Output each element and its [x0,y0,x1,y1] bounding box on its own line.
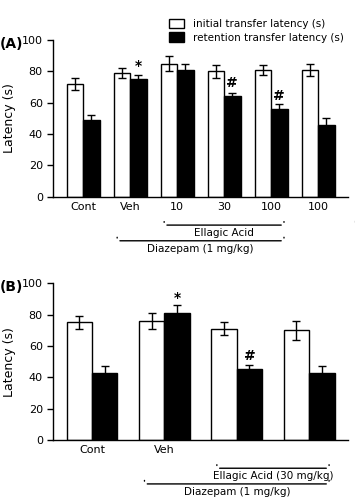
Text: (B): (B) [0,280,23,294]
Y-axis label: Latency (s): Latency (s) [3,84,16,154]
Bar [67,322,92,440]
Bar [164,313,190,440]
Bar [212,328,237,440]
Text: Diazepam (1 mg/kg): Diazepam (1 mg/kg) [184,487,290,497]
Bar [284,330,309,440]
Bar [83,120,99,197]
Bar [271,109,288,197]
Text: Ellagic Acid (30 mg/kg): Ellagic Acid (30 mg/kg) [213,472,333,482]
Bar [92,372,117,440]
Bar [139,321,164,440]
Bar [67,84,83,197]
Text: #: # [226,76,238,90]
Legend: initial transfer latency (s), retention transfer latency (s): initial transfer latency (s), retention … [166,17,346,44]
Text: Diazepam (1 mg/kg): Diazepam (1 mg/kg) [147,244,254,254]
Bar [237,370,262,440]
Y-axis label: Latency (s): Latency (s) [3,326,16,396]
Bar [224,96,241,197]
Bar [114,73,130,197]
Bar [309,372,334,440]
Bar [318,124,334,197]
Bar [302,70,318,197]
Text: #: # [273,88,285,102]
Bar [177,70,193,197]
Text: Ellagic Acid: Ellagic Acid [194,228,254,238]
Text: *: * [174,291,181,305]
Text: (mg/kg): (mg/kg) [353,218,355,228]
Bar [160,64,177,197]
Text: #: # [244,349,255,363]
Text: (A): (A) [0,37,24,51]
Bar [255,70,271,197]
Bar [208,72,224,197]
Text: *: * [135,59,142,73]
Bar [130,79,147,197]
